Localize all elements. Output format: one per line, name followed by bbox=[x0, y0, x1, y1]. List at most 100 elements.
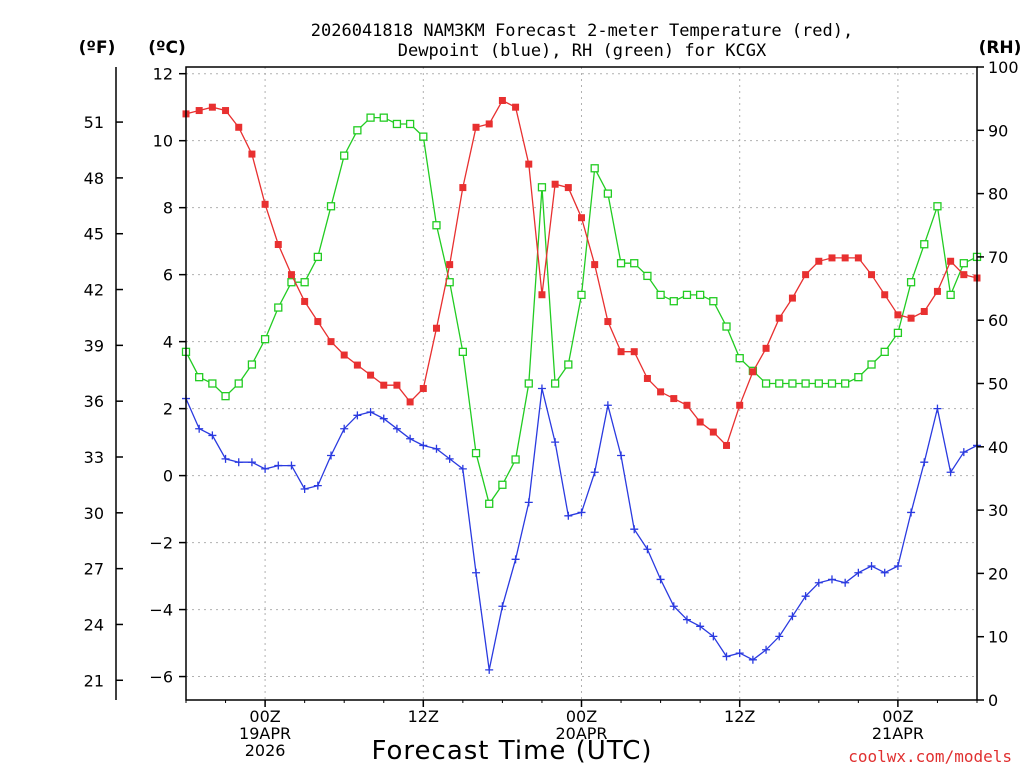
y-tick-label-celsius: 6 bbox=[163, 266, 173, 285]
x-tick-label: 00Z bbox=[882, 707, 913, 726]
y-tick-label-rh: 60 bbox=[988, 311, 1008, 330]
data-point bbox=[326, 202, 336, 211]
data-point bbox=[801, 592, 810, 601]
data-point bbox=[380, 381, 388, 389]
data-point bbox=[208, 431, 217, 440]
data-point bbox=[340, 151, 349, 160]
x-tick-label: 00Z bbox=[249, 707, 280, 726]
data-point bbox=[393, 381, 401, 389]
data-point bbox=[617, 348, 625, 356]
data-point bbox=[868, 271, 876, 279]
data-point bbox=[920, 240, 929, 249]
y-tick-label-rh: 0 bbox=[988, 691, 998, 710]
data-point bbox=[260, 335, 270, 344]
data-point bbox=[761, 379, 771, 388]
y-tick-label-fahrenheit: 48 bbox=[84, 169, 104, 188]
data-point bbox=[195, 373, 204, 382]
data-point bbox=[392, 119, 402, 129]
y-tick-label-fahrenheit: 30 bbox=[84, 504, 104, 523]
y-tick-label-celsius: 8 bbox=[163, 199, 173, 218]
data-point bbox=[538, 291, 546, 299]
data-point bbox=[854, 254, 862, 262]
data-point bbox=[366, 407, 375, 416]
data-point bbox=[234, 458, 243, 467]
data-point bbox=[920, 307, 928, 315]
data-point bbox=[696, 290, 705, 300]
data-point bbox=[841, 578, 850, 587]
data-point bbox=[749, 368, 757, 376]
unit-label-rh: (RH) bbox=[979, 38, 1022, 58]
data-point bbox=[485, 499, 494, 508]
y-tick-label-rh: 80 bbox=[988, 185, 1008, 204]
data-point bbox=[775, 314, 783, 322]
unit-label-celsius: (ºC) bbox=[148, 38, 186, 58]
data-point bbox=[854, 373, 863, 382]
credit-text: coolwx.com/models bbox=[848, 747, 1012, 766]
data-point bbox=[894, 311, 902, 319]
data-point bbox=[432, 221, 441, 230]
data-point bbox=[367, 371, 375, 379]
data-point bbox=[682, 290, 692, 300]
plot-frame bbox=[185, 66, 978, 701]
y-tick-label-fahrenheit: 24 bbox=[84, 615, 104, 634]
data-point bbox=[406, 434, 415, 443]
y-tick-label-rh: 30 bbox=[988, 501, 1008, 520]
data-point bbox=[709, 428, 717, 436]
data-point bbox=[235, 123, 243, 131]
unit-label-fahrenheit: (ºF) bbox=[79, 38, 116, 58]
data-point bbox=[419, 132, 428, 141]
data-point bbox=[208, 103, 216, 111]
data-point bbox=[195, 107, 203, 115]
data-point bbox=[511, 455, 520, 464]
data-point bbox=[762, 344, 770, 352]
x-tick-label: 19APR bbox=[239, 724, 291, 743]
data-point bbox=[801, 379, 810, 388]
y-tick-label-celsius: 12 bbox=[153, 65, 173, 84]
data-point bbox=[656, 290, 665, 300]
y-tick-label-rh: 10 bbox=[988, 628, 1008, 647]
data-point bbox=[709, 297, 718, 306]
data-point bbox=[946, 290, 955, 300]
y-tick-label-rh: 100 bbox=[988, 58, 1019, 77]
data-point bbox=[920, 458, 929, 467]
data-point bbox=[314, 318, 322, 326]
data-point bbox=[630, 525, 639, 534]
chart-title-line2: Dewpoint (blue), RH (green) for KCGX bbox=[398, 41, 767, 61]
data-point bbox=[195, 424, 204, 433]
data-point bbox=[643, 271, 652, 281]
x-tick-label: 12Z bbox=[724, 707, 755, 726]
data-point bbox=[802, 271, 810, 279]
x-tick-label: 21APR bbox=[872, 724, 924, 743]
data-point bbox=[722, 322, 731, 331]
data-point bbox=[221, 454, 230, 463]
data-point bbox=[630, 348, 638, 356]
data-point bbox=[841, 254, 849, 262]
data-point bbox=[208, 379, 217, 388]
data-point bbox=[828, 254, 836, 262]
data-point bbox=[498, 602, 507, 611]
y-tick-label-fahrenheit: 42 bbox=[84, 281, 104, 300]
data-point bbox=[274, 241, 282, 249]
data-point bbox=[247, 360, 257, 369]
data-point bbox=[577, 290, 586, 300]
data-point bbox=[827, 379, 837, 388]
series-dewpoint bbox=[182, 384, 981, 674]
y-tick-label-fahrenheit: 45 bbox=[84, 225, 104, 244]
data-point bbox=[735, 354, 744, 363]
data-point bbox=[471, 448, 481, 458]
data-point bbox=[222, 107, 230, 115]
data-point bbox=[432, 324, 440, 332]
x-axis-title: Forecast Time (UTC) bbox=[371, 736, 652, 766]
data-point bbox=[880, 347, 889, 357]
data-point bbox=[353, 361, 361, 369]
data-point bbox=[498, 480, 507, 489]
data-point bbox=[722, 652, 731, 661]
data-point bbox=[485, 120, 493, 128]
data-point bbox=[669, 297, 678, 306]
data-point bbox=[300, 278, 309, 287]
y-tick-label-rh: 90 bbox=[988, 121, 1008, 140]
data-point bbox=[669, 602, 678, 611]
data-point bbox=[709, 632, 718, 641]
